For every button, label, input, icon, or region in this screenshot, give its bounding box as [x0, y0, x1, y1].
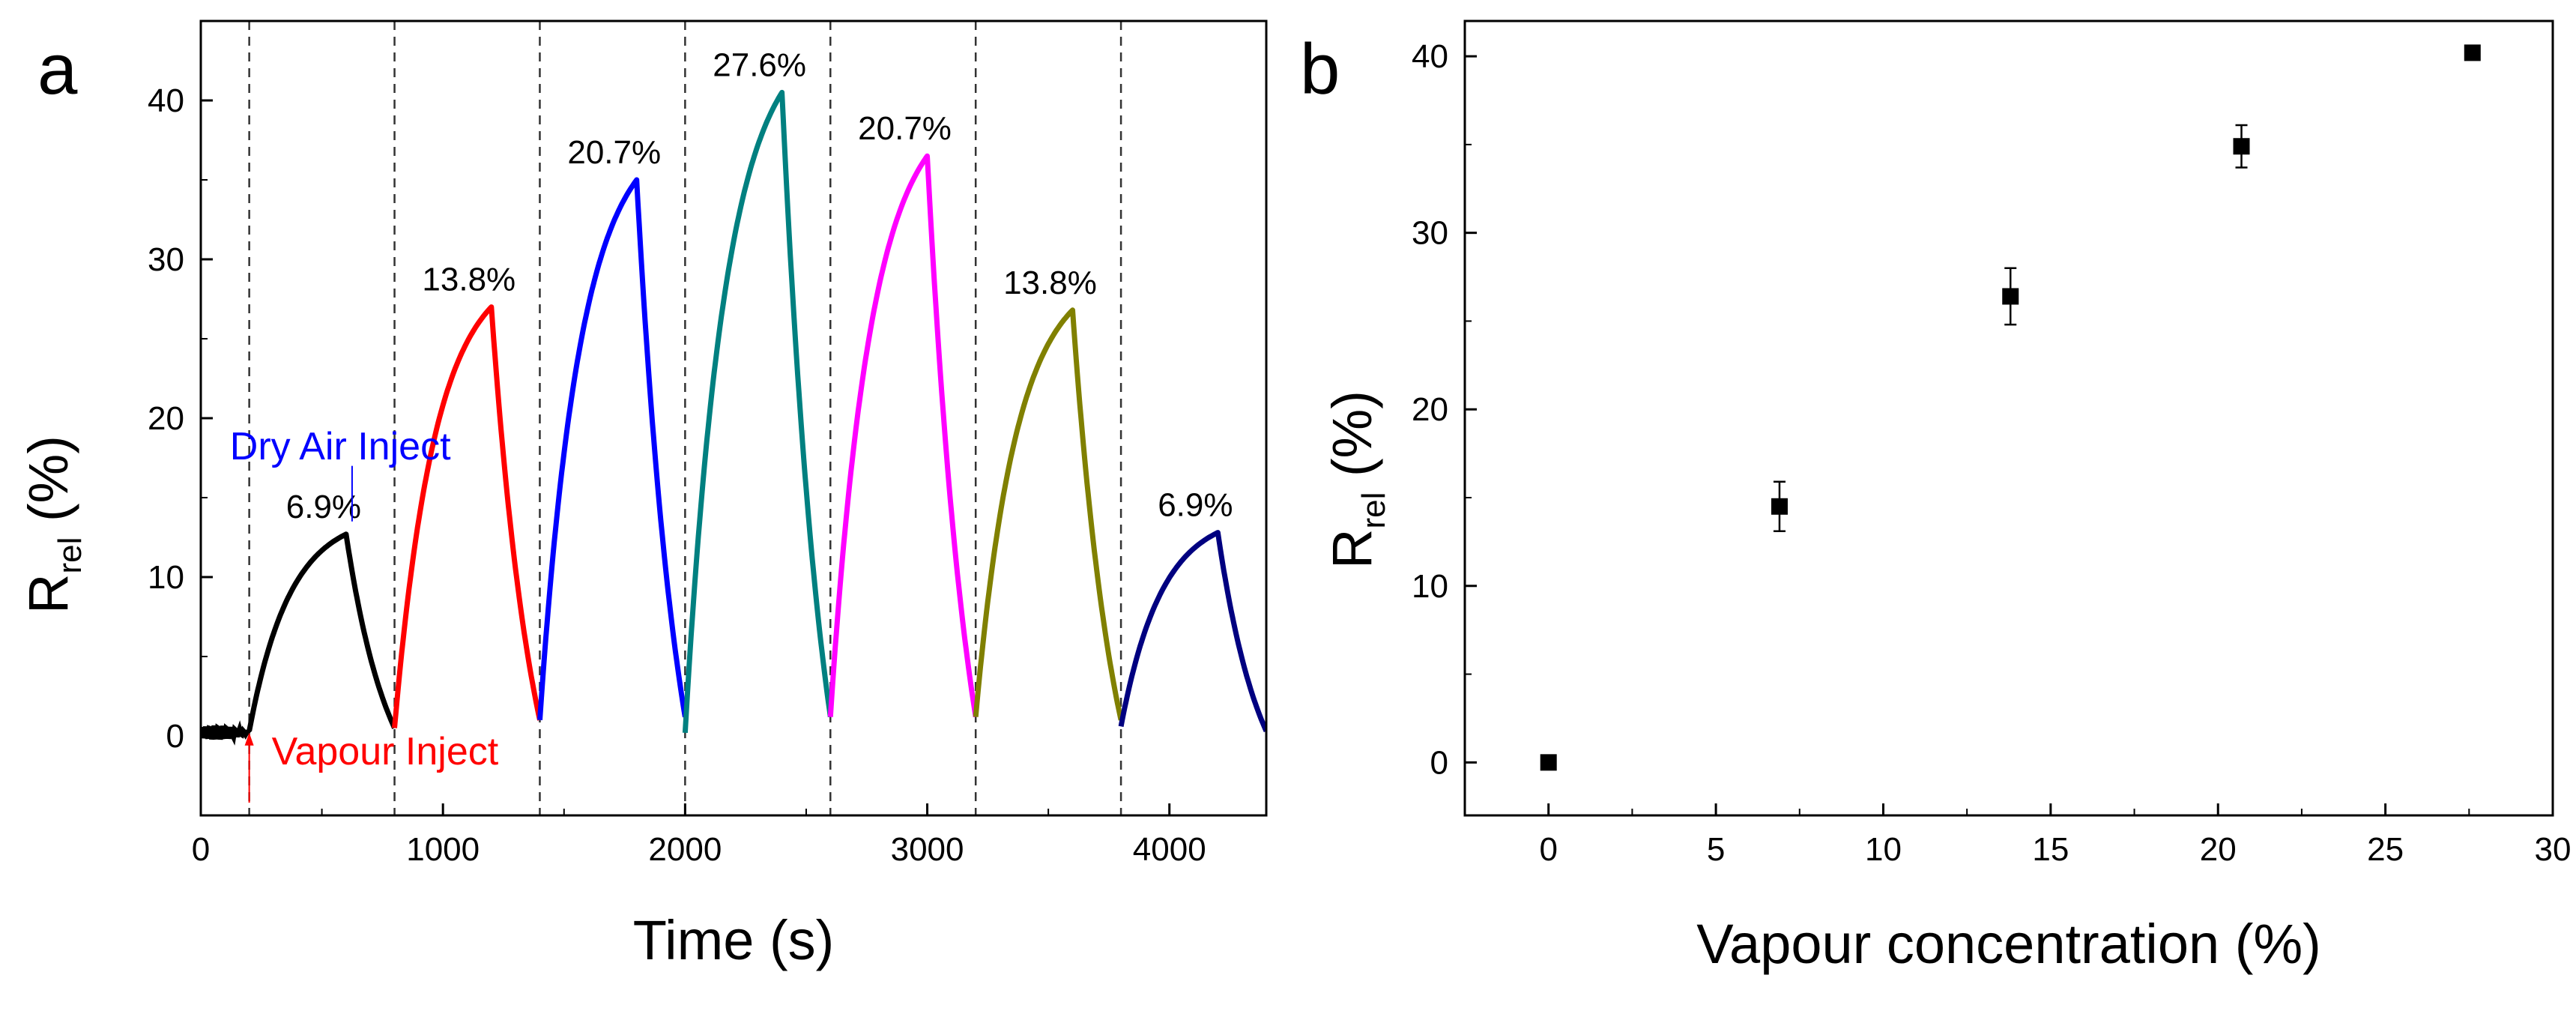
response-curve — [537, 177, 688, 721]
x-tick-label: 25 — [2367, 831, 2404, 868]
panel-a-x-ticks: 0 1000 2000 3000 4000 — [192, 803, 1206, 868]
panel-b-x-ticks: 0 5 10 15 20 25 30 — [1539, 803, 2571, 868]
panel-b-letter: b — [1300, 29, 1340, 109]
x-tick-label: 10 — [1865, 831, 1902, 868]
response-curve-line — [827, 153, 979, 718]
y-tick-label: 10 — [1412, 568, 1448, 605]
baseline-curve — [201, 720, 252, 746]
x-tick-label: 0 — [1539, 831, 1557, 868]
panel-a-x-axis-title: Time (s) — [633, 909, 835, 971]
y-tick-label: 0 — [166, 718, 184, 755]
response-curve-line — [247, 531, 397, 732]
dry-air-inject-text: Dry Air Inject — [230, 425, 451, 468]
data-point — [1540, 754, 1557, 771]
y-tick-label: 20 — [1412, 391, 1448, 428]
response-curve-line — [682, 89, 833, 734]
response-curve — [827, 153, 979, 718]
x-tick-label: 3000 — [891, 831, 964, 868]
panel-a-y-axis-title: Rrel (%) — [17, 435, 88, 614]
peak-concentration-label: 6.9% — [286, 489, 361, 525]
y-tick-label: 40 — [1412, 38, 1448, 75]
panel-b-y-axis-title-unit: (%) — [1321, 390, 1383, 492]
vapour-inject-annotation: Vapour Inject — [244, 730, 499, 803]
x-tick-label: 5 — [1707, 831, 1725, 868]
peak-concentration-label: 27.6% — [713, 46, 806, 83]
panel-b-y-axis-title-sub: rel — [1355, 492, 1392, 529]
panel-b-y-ticks: 0 10 20 30 40 — [1412, 38, 1477, 781]
response-curve — [682, 89, 833, 734]
panel-b-y-axis-title: Rrel (%) — [1321, 390, 1392, 569]
panel-b-frame — [1463, 19, 2554, 817]
scatter-marker — [2464, 44, 2481, 61]
x-tick-label: 0 — [192, 831, 210, 868]
scatter-marker — [1771, 498, 1788, 515]
vapour-inject-arrowhead — [244, 732, 254, 746]
panel-b-plot — [1540, 44, 2481, 771]
peak-concentration-label: 13.8% — [1003, 265, 1097, 301]
data-point — [2002, 267, 2019, 326]
panel-a-y-axis-title-sub: rel — [52, 537, 88, 574]
panel-a-letter: a — [37, 29, 78, 109]
dry-air-inject-annotation: Dry Air Inject — [230, 425, 451, 522]
panel-b: b 0 5 10 15 20 25 30 0 10 20 30 40 Vapour concentr… — [1300, 19, 2571, 975]
peak-concentration-label: 6.9% — [1158, 487, 1233, 524]
response-curve-line — [1118, 530, 1266, 733]
y-tick-label: 30 — [148, 241, 184, 278]
y-tick-label: 20 — [148, 400, 184, 437]
response-curve — [247, 531, 397, 732]
x-tick-label: 2000 — [648, 831, 722, 868]
panel-a-dashed-lines — [248, 21, 1122, 815]
panel-a-y-axis-title-main: R — [17, 574, 79, 614]
response-curve — [392, 304, 542, 728]
scatter-marker — [1540, 754, 1557, 771]
x-tick-label: 4000 — [1133, 831, 1206, 868]
response-curve-line — [973, 307, 1124, 721]
data-point — [2464, 44, 2481, 61]
x-tick-label: 20 — [2200, 831, 2237, 868]
response-curve — [1118, 530, 1266, 733]
x-tick-label: 15 — [2032, 831, 2069, 868]
data-point — [2233, 124, 2250, 169]
peak-concentration-label: 20.7% — [858, 110, 952, 147]
panel-a: a 0 1000 2000 3000 4000 0 10 20 30 40 6.9% 13.8% 2… — [17, 19, 1268, 971]
y-tick-label: 0 — [1430, 744, 1448, 781]
scatter-marker — [2002, 288, 2019, 305]
panel-b-x-axis-title: Vapour concentration (%) — [1696, 913, 2321, 975]
panel-a-y-axis-title-unit: (%) — [17, 435, 79, 537]
panel-a-plot — [201, 89, 1266, 746]
peak-concentration-label: 20.7% — [567, 134, 661, 171]
panel-a-data-labels: 6.9% 13.8% 20.7% 27.6% 20.7% 13.8% 6.9% — [286, 46, 1233, 525]
y-tick-label: 10 — [148, 559, 184, 596]
response-curve-line — [537, 177, 688, 721]
y-tick-label: 30 — [1412, 215, 1448, 252]
data-point — [1771, 480, 1788, 533]
scatter-marker — [2233, 138, 2250, 155]
panel-a-frame — [199, 19, 1268, 817]
peak-concentration-label: 13.8% — [422, 262, 515, 298]
panel-a-y-ticks: 0 10 20 30 40 — [148, 82, 213, 755]
vapour-inject-text: Vapour Inject — [272, 730, 499, 773]
panel-b-y-axis-title-main: R — [1321, 529, 1383, 569]
response-curve — [973, 307, 1124, 721]
x-tick-label: 30 — [2535, 831, 2572, 868]
x-tick-label: 1000 — [406, 831, 480, 868]
response-curve-line — [392, 304, 542, 728]
y-tick-label: 40 — [148, 82, 184, 119]
